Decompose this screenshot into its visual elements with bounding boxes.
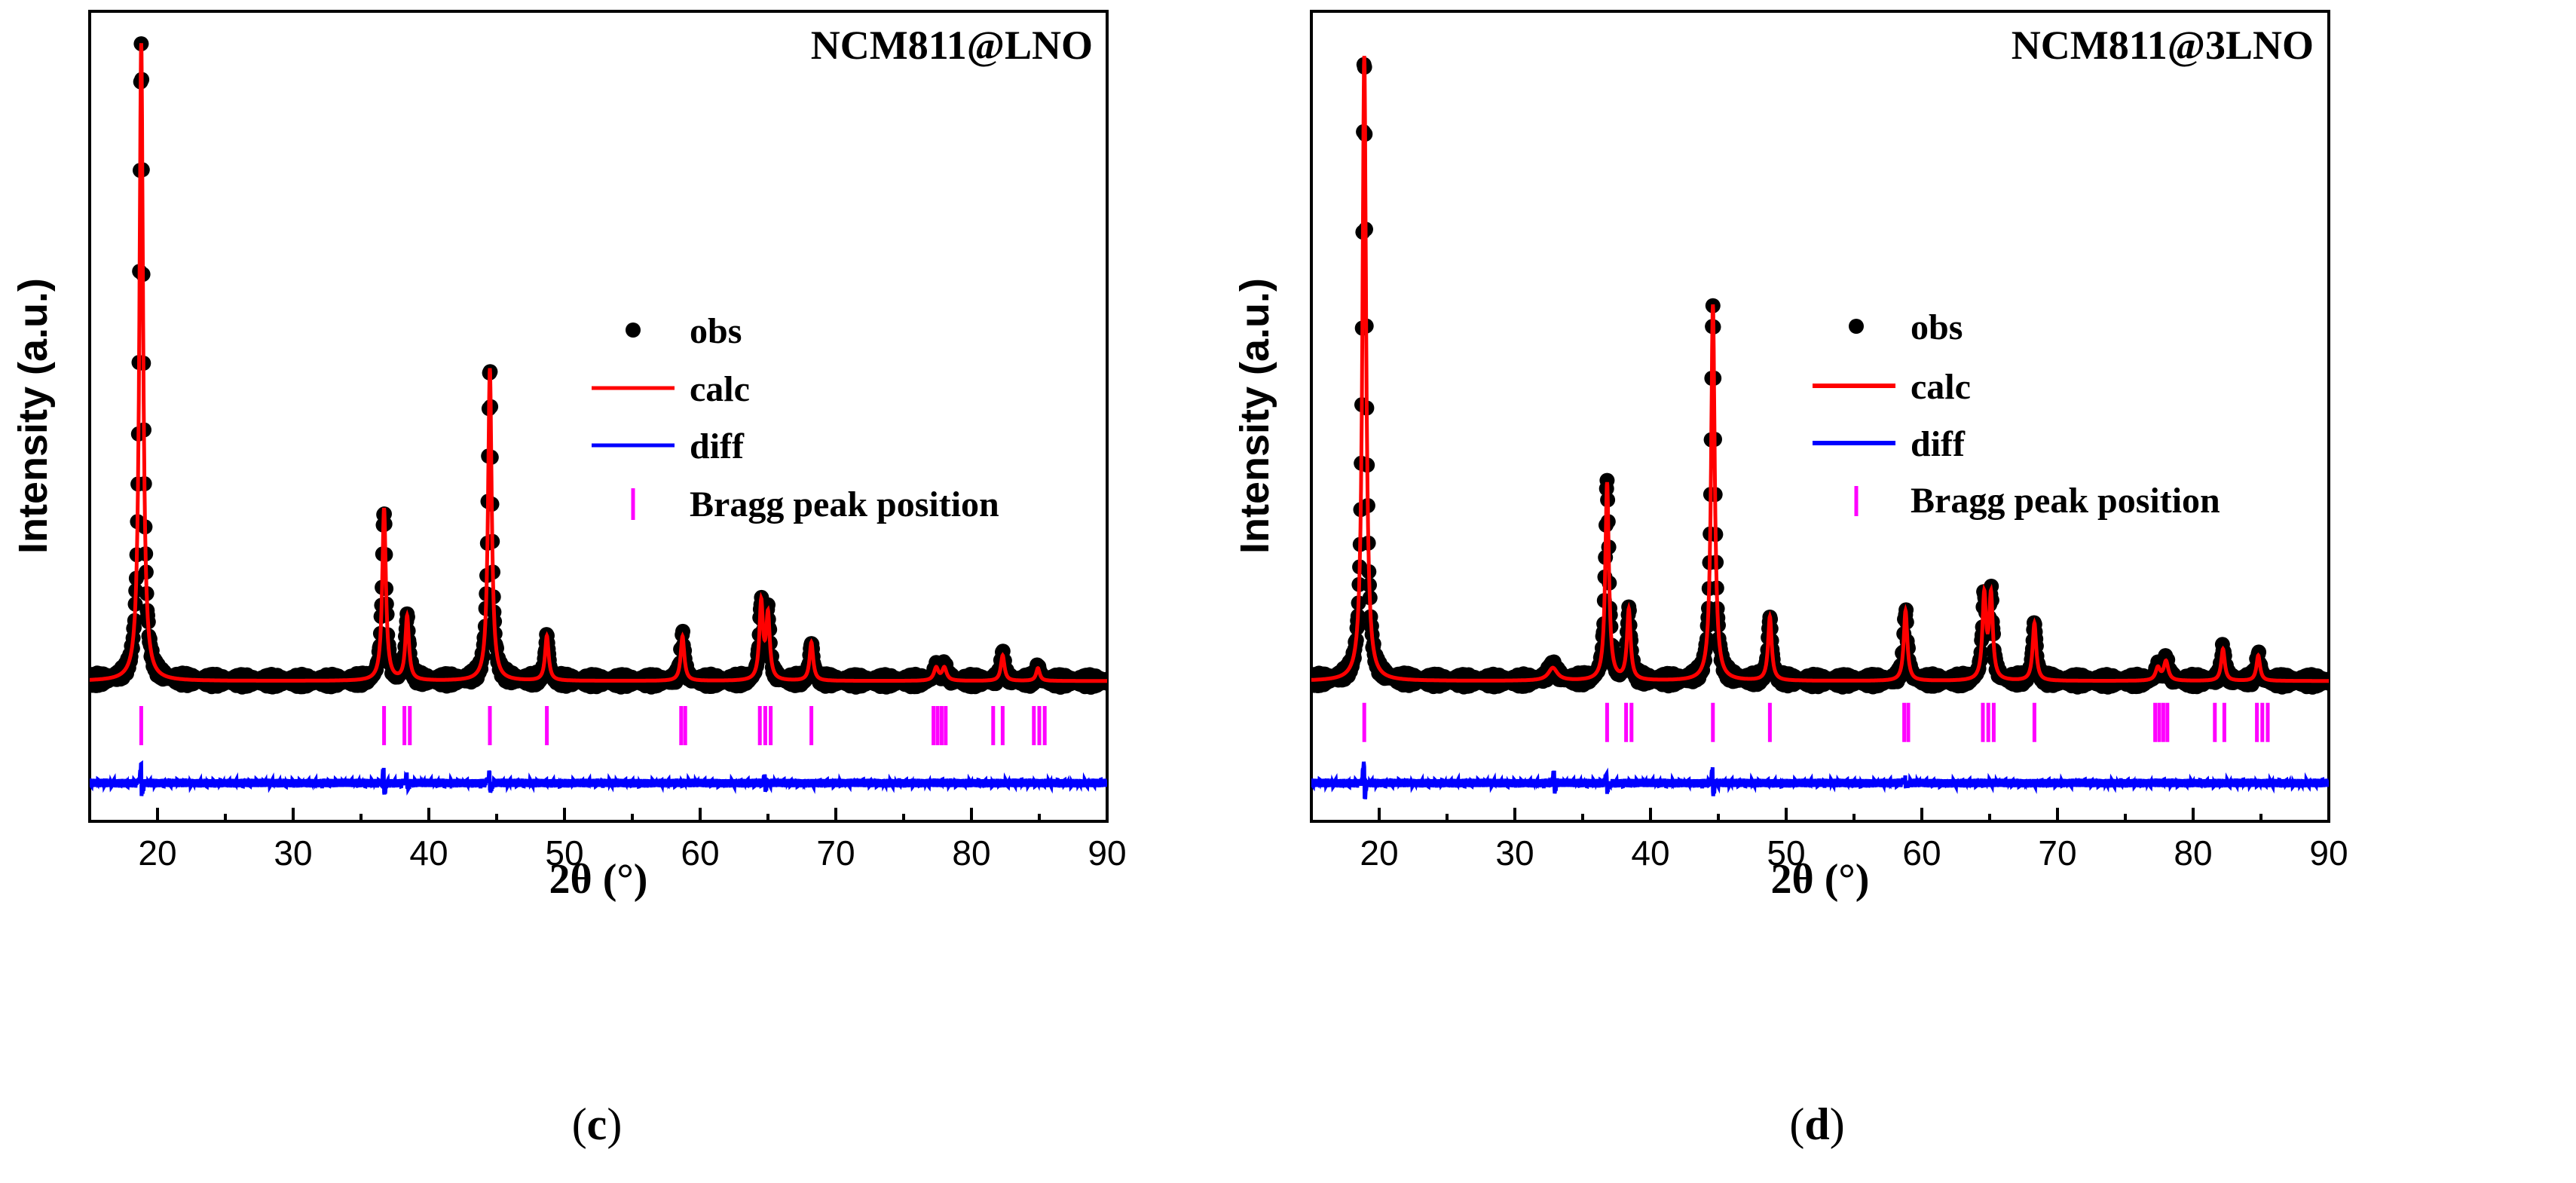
legend: obs calc diff Bragg peak position xyxy=(1813,307,2220,521)
x-tick-label: 70 xyxy=(816,833,855,873)
x-axis-label: 2θ (°) xyxy=(549,856,648,903)
legend-obs-marker xyxy=(1849,319,1864,334)
x-tick-label: 20 xyxy=(138,833,176,873)
obs-point xyxy=(760,597,776,613)
legend-diff-label: diff xyxy=(1911,424,1966,464)
obs-series-points xyxy=(1311,57,2329,695)
plot-frame xyxy=(88,10,1109,823)
x-tick-label: 60 xyxy=(681,833,719,873)
legend-obs-label: obs xyxy=(690,311,742,351)
obs-point xyxy=(675,623,690,639)
legend-calc-label: calc xyxy=(1911,367,1971,407)
chart-title: NCM811@3LNO xyxy=(2012,23,2314,68)
x-tick-label: 90 xyxy=(2309,833,2348,873)
panel-caption: (d) xyxy=(1789,1099,1844,1149)
diff-series-line xyxy=(90,760,1107,796)
panel-caption-letter: d xyxy=(1804,1099,1829,1149)
chart-title: NCM811@LNO xyxy=(811,23,1093,68)
y-axis-label: Intensity (a.u.) xyxy=(1232,278,1277,554)
panel-caption: (c) xyxy=(572,1099,623,1149)
obs-series-points xyxy=(90,36,1107,695)
x-ticks: 20 30 40 50 60 70 80 90 xyxy=(1310,808,2348,873)
legend-calc-label: calc xyxy=(690,369,750,409)
x-axis-label: 2θ (°) xyxy=(1771,856,1870,903)
legend-obs-marker xyxy=(626,322,641,338)
x-tick-label: 80 xyxy=(952,833,990,873)
legend-bragg-label: Bragg peak position xyxy=(1911,481,2220,521)
x-tick-label: 60 xyxy=(1902,833,1941,873)
obs-point xyxy=(2321,675,2329,691)
diff-series-line xyxy=(1311,761,2329,799)
x-tick-label: 90 xyxy=(1088,833,1126,873)
bragg-marks xyxy=(139,706,1047,746)
x-tick-label: 50 xyxy=(545,833,583,873)
x-tick-label: 30 xyxy=(274,833,312,873)
plot-frame xyxy=(1310,10,2330,823)
legend: obs calc diff Bragg peak position xyxy=(592,311,999,524)
obs-point xyxy=(1100,675,1107,691)
x-tick-label: 40 xyxy=(409,833,448,873)
x-tick-label: 70 xyxy=(2038,833,2076,873)
legend-diff-label: diff xyxy=(690,426,745,466)
panel-c: 20 30 40 50 60 70 80 90 NCM811@LNO 2θ (°) Inten… xyxy=(11,10,1127,1149)
x-ticks: 20 30 40 50 60 70 80 90 xyxy=(88,808,1127,873)
bragg-marks xyxy=(1362,702,2270,742)
legend-bragg-label: Bragg peak position xyxy=(690,485,999,524)
x-tick-label: 80 xyxy=(2174,833,2212,873)
panel-d: 20 30 40 50 60 70 80 90 NCM811@3LNO 2θ (°) Inte… xyxy=(1232,10,2348,1149)
x-tick-label: 30 xyxy=(1495,833,1534,873)
panel-caption-letter: c xyxy=(587,1099,607,1149)
x-tick-label: 20 xyxy=(1360,833,1398,873)
x-tick-label: 40 xyxy=(1631,833,1669,873)
legend-obs-label: obs xyxy=(1911,307,1963,347)
obs-point xyxy=(1599,472,1615,488)
y-axis-label: Intensity (a.u.) xyxy=(11,278,56,554)
x-tick-label: 50 xyxy=(1767,833,1805,873)
calc-series-line xyxy=(1311,56,2329,683)
calc-series-line xyxy=(90,43,1107,683)
